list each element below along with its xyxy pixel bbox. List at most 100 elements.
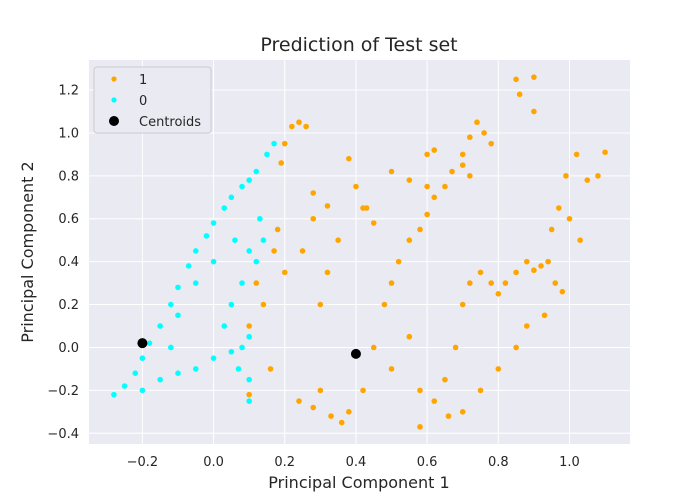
point-series-1: [495, 366, 502, 372]
x-tick-labels: −0.2 0.0 0.2 0.4 0.6 0.8 1.0: [127, 455, 580, 470]
centroids-layer: [137, 338, 361, 359]
data-points: [111, 74, 608, 430]
point-series-1: [488, 280, 494, 286]
x-tick-label: −0.2: [127, 455, 159, 470]
point-series-0: [192, 248, 199, 254]
point-series-1: [602, 149, 608, 156]
point-series-0: [175, 312, 181, 319]
point-series-0: [210, 355, 217, 361]
point-series-1: [395, 258, 402, 265]
centroid-point: [350, 348, 361, 359]
point-series-1: [552, 280, 559, 286]
centroid-point: [137, 338, 148, 349]
point-series-1: [338, 419, 345, 426]
legend-marker-0: [111, 97, 117, 103]
point-series-1: [278, 160, 284, 166]
legend-box: [93, 66, 212, 134]
point-series-1: [573, 151, 580, 158]
chart-title: Prediction of Test set: [260, 34, 457, 56]
point-series-0: [246, 398, 252, 404]
point-series-1: [310, 215, 317, 222]
point-series-1: [556, 205, 562, 211]
point-series-0: [246, 248, 252, 254]
point-series-1: [523, 258, 530, 265]
point-series-1: [513, 269, 519, 276]
x-axis-label: Principal Component 1: [268, 473, 449, 492]
point-series-1: [474, 119, 480, 126]
point-series-1: [324, 269, 331, 276]
point-series-1: [417, 387, 423, 394]
point-series-1: [545, 258, 551, 265]
point-series-0: [239, 344, 245, 351]
point-series-1: [335, 237, 341, 244]
point-series-1: [310, 404, 317, 411]
point-series-0: [239, 280, 245, 286]
point-series-1: [513, 76, 519, 83]
point-series-1: [363, 205, 370, 211]
y-tick-label: −0.4: [47, 427, 79, 442]
point-series-1: [388, 366, 395, 372]
point-series-1: [577, 237, 583, 244]
point-series-0: [175, 284, 181, 291]
point-series-1: [289, 123, 295, 130]
grid: [89, 60, 630, 444]
legend-label-1: 1: [139, 73, 147, 88]
point-series-0: [139, 387, 146, 394]
point-series-1: [317, 387, 324, 394]
point-series-1: [274, 226, 281, 233]
point-series-1: [271, 248, 277, 254]
legend-label-centroids: Centroids: [139, 115, 201, 130]
point-series-1: [442, 376, 448, 383]
point-series-1: [296, 119, 302, 126]
x-tick-label: 0.0: [203, 455, 224, 470]
point-series-1: [502, 280, 509, 286]
point-series-1: [467, 134, 473, 141]
point-series-1: [246, 323, 252, 329]
point-series-0: [221, 205, 228, 211]
point-series-1: [477, 387, 484, 394]
point-series-1: [563, 173, 569, 179]
y-tick-label: 1.2: [58, 84, 79, 99]
point-series-0: [257, 215, 263, 222]
point-series-0: [121, 383, 128, 389]
point-series-1: [317, 301, 324, 308]
point-series-1: [328, 413, 334, 419]
point-series-0: [175, 370, 181, 377]
point-series-1: [253, 280, 260, 286]
point-series-1: [267, 366, 274, 372]
y-tick-label: 0.6: [58, 212, 79, 227]
point-series-0: [228, 348, 235, 355]
point-series-0: [111, 391, 117, 398]
point-series-1: [495, 291, 502, 297]
point-series-0: [253, 258, 260, 265]
point-series-1: [452, 344, 459, 351]
legend-marker-1: [111, 76, 117, 82]
point-series-1: [324, 203, 331, 209]
point-series-0: [132, 370, 139, 377]
point-series-0: [157, 376, 163, 383]
point-series-0: [246, 376, 252, 383]
point-series-1: [595, 173, 601, 179]
y-tick-label: 0.2: [58, 298, 79, 313]
point-series-0: [146, 340, 153, 346]
x-tick-label: 0.8: [488, 455, 509, 470]
y-tick-label: −0.2: [47, 384, 79, 399]
point-series-1: [531, 108, 537, 115]
point-series-1: [481, 130, 487, 136]
x-tick-label: 0.2: [274, 455, 295, 470]
y-tick-label: 0.0: [58, 341, 79, 356]
point-series-0: [139, 355, 146, 361]
point-series-1: [281, 140, 288, 147]
point-series-0: [246, 177, 252, 183]
point-series-1: [459, 162, 466, 168]
point-series-1: [538, 263, 544, 269]
point-series-0: [228, 194, 235, 201]
point-series-1: [360, 387, 366, 394]
point-series-1: [381, 301, 388, 308]
point-series-1: [431, 194, 438, 201]
point-series-1: [424, 211, 430, 218]
point-series-1: [513, 344, 519, 351]
x-tick-label: 1.0: [559, 455, 580, 470]
point-series-1: [353, 183, 359, 190]
point-series-0: [271, 140, 277, 147]
